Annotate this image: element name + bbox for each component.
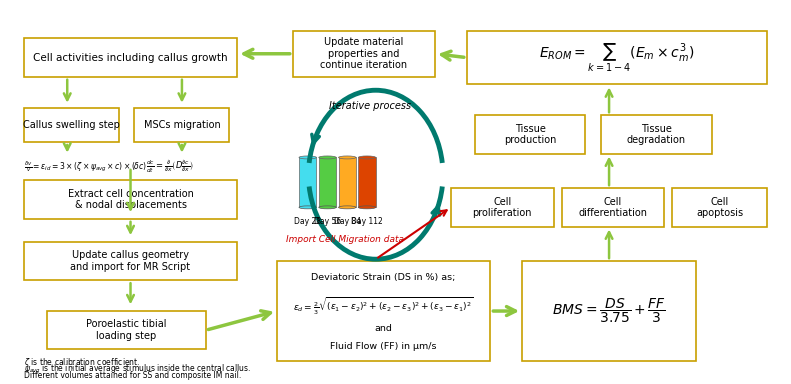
Text: Poroelastic tibial
loading step: Poroelastic tibial loading step	[86, 319, 167, 341]
FancyBboxPatch shape	[134, 108, 229, 142]
FancyBboxPatch shape	[601, 115, 712, 154]
Text: Day 56: Day 56	[314, 217, 341, 226]
Text: Fluid Flow (FF) in μm/s: Fluid Flow (FF) in μm/s	[331, 342, 437, 351]
Ellipse shape	[339, 206, 356, 209]
Text: Extract cell concentration
& nodal displacements: Extract cell concentration & nodal displ…	[67, 189, 194, 210]
Text: $BMS = \dfrac{DS}{3.75} + \dfrac{FF}{3}$: $BMS = \dfrac{DS}{3.75} + \dfrac{FF}{3}$	[552, 297, 666, 325]
FancyBboxPatch shape	[299, 157, 316, 207]
FancyBboxPatch shape	[451, 188, 554, 227]
Ellipse shape	[299, 156, 316, 159]
FancyBboxPatch shape	[24, 180, 237, 219]
Ellipse shape	[339, 156, 356, 159]
Ellipse shape	[358, 206, 376, 209]
FancyBboxPatch shape	[47, 311, 206, 349]
FancyBboxPatch shape	[277, 261, 490, 361]
Text: Cell
proliferation: Cell proliferation	[472, 197, 532, 218]
FancyBboxPatch shape	[562, 188, 664, 227]
Text: Cell
differentiation: Cell differentiation	[578, 197, 648, 218]
Text: Import Cell Migration data: Import Cell Migration data	[286, 235, 404, 245]
Text: Update material
properties and
continue iteration: Update material properties and continue …	[320, 37, 407, 70]
Ellipse shape	[319, 156, 336, 159]
Text: Tissue
degradation: Tissue degradation	[627, 124, 686, 145]
Text: Callus swelling step: Callus swelling step	[23, 120, 119, 130]
Ellipse shape	[358, 156, 376, 159]
Text: $\psi_{avg}$ is the initial average stimulus inside the central callus.: $\psi_{avg}$ is the initial average stim…	[24, 363, 251, 376]
FancyBboxPatch shape	[672, 188, 767, 227]
Text: and: and	[375, 324, 392, 333]
Text: $\frac{\delta v}{v} = \varepsilon_{id} = 3 \times (\zeta \times \psi_{avg} \time: $\frac{\delta v}{v} = \varepsilon_{id} =…	[24, 160, 147, 174]
Ellipse shape	[319, 206, 336, 209]
FancyBboxPatch shape	[24, 38, 237, 77]
FancyBboxPatch shape	[24, 242, 237, 280]
Text: MSCs migration: MSCs migration	[143, 120, 221, 130]
FancyBboxPatch shape	[475, 115, 585, 154]
Ellipse shape	[299, 206, 316, 209]
FancyBboxPatch shape	[339, 157, 356, 207]
Text: Cell activities including callus growth: Cell activities including callus growth	[33, 53, 228, 63]
Text: $\varepsilon_d = \frac{2}{3}\sqrt{(\varepsilon_1-\varepsilon_2)^2+(\varepsilon_2: $\varepsilon_d = \frac{2}{3}\sqrt{(\vare…	[293, 295, 474, 317]
Text: Update callus geometry
and import for MR Script: Update callus geometry and import for MR…	[70, 250, 191, 272]
Text: $\zeta$ is the calibration coefficient.: $\zeta$ is the calibration coefficient.	[24, 356, 140, 369]
FancyBboxPatch shape	[319, 157, 336, 207]
Text: $E_{ROM} = \sum_{k=1-4} (E_m \times c_m^{3})$: $E_{ROM} = \sum_{k=1-4} (E_m \times c_m^…	[539, 41, 694, 74]
Text: Cell
apoptosis: Cell apoptosis	[696, 197, 744, 218]
Text: $\frac{dc}{dt} = \frac{\partial}{\partial x}\left(D \frac{\partial c}{\partial x: $\frac{dc}{dt} = \frac{\partial}{\partia…	[146, 159, 194, 175]
Text: Day 28: Day 28	[294, 217, 321, 226]
Text: Iterative process: Iterative process	[329, 101, 411, 111]
FancyBboxPatch shape	[467, 31, 767, 84]
FancyBboxPatch shape	[522, 261, 696, 361]
FancyBboxPatch shape	[24, 108, 119, 142]
Text: Deviatoric Strain (DS in %) as;: Deviatoric Strain (DS in %) as;	[312, 273, 456, 281]
Text: Tissue
production: Tissue production	[504, 124, 556, 145]
FancyBboxPatch shape	[293, 31, 435, 77]
Text: Day 112: Day 112	[351, 217, 383, 226]
Text: Day 84: Day 84	[334, 217, 361, 226]
FancyBboxPatch shape	[358, 157, 376, 207]
Text: Different volumes attained for SS and composite IM nail.: Different volumes attained for SS and co…	[24, 371, 241, 380]
